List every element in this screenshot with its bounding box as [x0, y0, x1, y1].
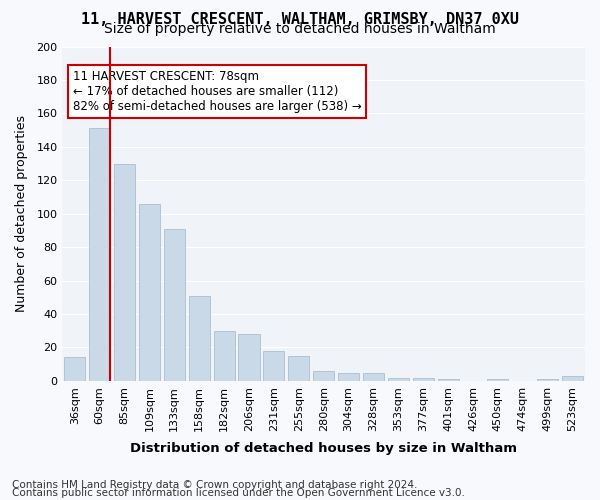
Bar	[164, 228, 185, 381]
Bar	[562, 376, 583, 381]
Bar	[388, 378, 409, 381]
Bar	[413, 378, 434, 381]
Bar	[288, 356, 310, 381]
Bar	[64, 358, 85, 381]
Bar	[263, 351, 284, 381]
Text: Size of property relative to detached houses in Waltham: Size of property relative to detached ho…	[104, 22, 496, 36]
Bar	[537, 379, 558, 381]
Bar	[363, 372, 384, 381]
Bar	[437, 379, 458, 381]
Text: Contains public sector information licensed under the Open Government Licence v3: Contains public sector information licen…	[12, 488, 465, 498]
Bar	[238, 334, 260, 381]
Bar	[313, 371, 334, 381]
Y-axis label: Number of detached properties: Number of detached properties	[15, 115, 28, 312]
Bar	[89, 128, 110, 381]
X-axis label: Distribution of detached houses by size in Waltham: Distribution of detached houses by size …	[130, 442, 517, 455]
Bar	[214, 330, 235, 381]
Bar	[188, 296, 210, 381]
Bar	[139, 204, 160, 381]
Text: 11, HARVEST CRESCENT, WALTHAM, GRIMSBY, DN37 0XU: 11, HARVEST CRESCENT, WALTHAM, GRIMSBY, …	[81, 12, 519, 28]
Bar	[338, 372, 359, 381]
Text: 11 HARVEST CRESCENT: 78sqm
← 17% of detached houses are smaller (112)
82% of sem: 11 HARVEST CRESCENT: 78sqm ← 17% of deta…	[73, 70, 362, 113]
Text: Contains HM Land Registry data © Crown copyright and database right 2024.: Contains HM Land Registry data © Crown c…	[12, 480, 418, 490]
Bar	[114, 164, 135, 381]
Bar	[487, 379, 508, 381]
